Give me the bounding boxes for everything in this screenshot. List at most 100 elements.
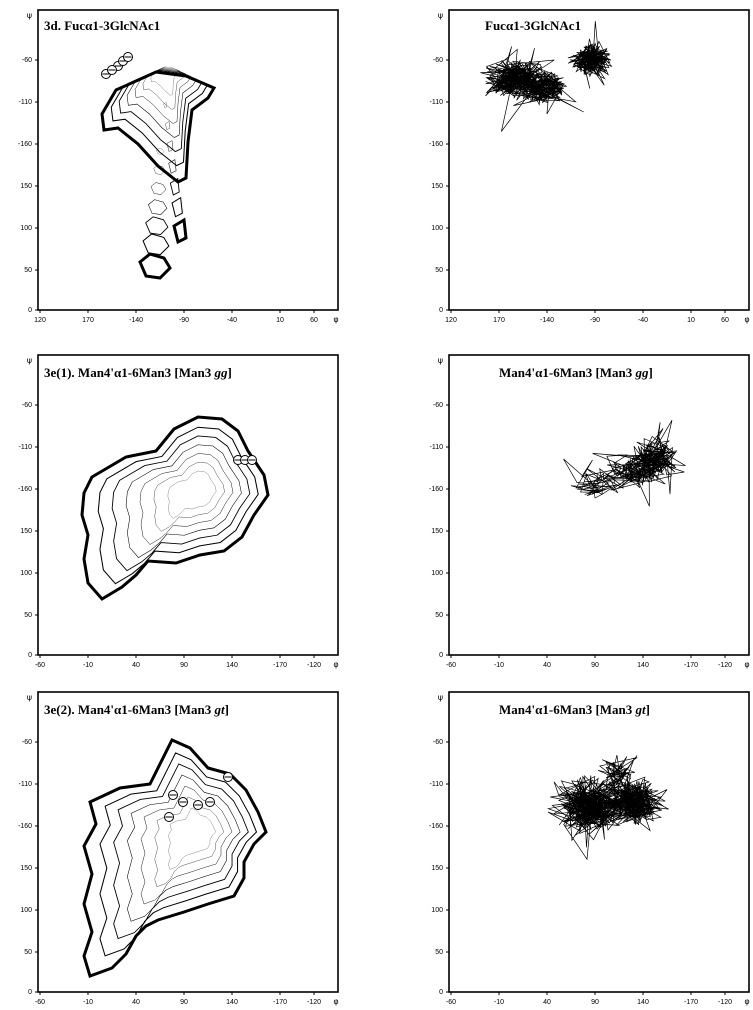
x-tick-label: -140 — [129, 317, 143, 324]
x-tick-label: 40 — [132, 662, 140, 669]
contour-line — [163, 102, 167, 109]
x-tick-label: 10 — [687, 317, 695, 324]
y-tick-label: -110 — [430, 99, 444, 106]
trajectory-cluster — [592, 449, 661, 507]
trajectory-trace — [563, 420, 686, 507]
contour-region — [138, 252, 172, 280]
y-axis-symbol: ψ — [438, 11, 443, 20]
y-tick-label: -60 — [433, 739, 443, 746]
trajectory-cluster — [597, 755, 640, 797]
y-tick-label: 150 — [431, 183, 443, 190]
contour-region — [172, 217, 188, 245]
x-tick-label: -40 — [638, 317, 648, 324]
contour-line — [125, 444, 242, 558]
x-tick-label: -60 — [446, 999, 456, 1006]
x-tick-label: 90 — [180, 999, 188, 1006]
y-tick-label: -60 — [22, 57, 32, 64]
y-tick-label: 0 — [28, 307, 32, 314]
x-tick-label: 140 — [637, 662, 649, 669]
contour-line — [168, 807, 216, 870]
y-tick-label: 50 — [24, 949, 32, 956]
y-tick-label: 150 — [431, 528, 443, 535]
trajectory-cluster — [546, 774, 628, 861]
panel-3e2-contour: 3e(2). Man4'α1-6Man3 [Man3 gt] -60 -110 … — [18, 691, 339, 1006]
contour-line — [140, 785, 233, 905]
contour-line — [139, 453, 234, 545]
x-tick-label: -90 — [590, 317, 600, 324]
tick-marks — [35, 404, 315, 658]
contour-line — [168, 159, 177, 174]
x-tick-label: -60 — [35, 999, 45, 1006]
y-tick-label: 0 — [28, 652, 32, 659]
x-tick-label: -10 — [83, 999, 93, 1006]
x-tick-label: 40 — [132, 999, 140, 1006]
y-axis: -60 -110 -160 150 100 50 0 ψ — [429, 693, 443, 996]
y-tick-label: 50 — [435, 612, 443, 619]
x-tick-label: 90 — [180, 662, 188, 669]
contour-line — [153, 165, 166, 175]
y-tick-label: -60 — [433, 402, 443, 409]
panel-title: Man4'α1-6Man3 [Man3 gg] — [499, 365, 653, 380]
minima-markers — [233, 455, 257, 465]
contour-line — [171, 196, 183, 218]
contour-region — [82, 738, 268, 978]
x-axis: -60 -10 40 90 140 -170 -120 φ — [446, 660, 750, 669]
tick-marks — [35, 59, 315, 313]
trajectory-trace — [546, 755, 669, 861]
y-axis: -60 -110 -160 150 100 50 0 ψ — [429, 11, 443, 314]
contour-line — [142, 233, 170, 256]
x-axis: -60 -10 40 90 140 -170 -120 φ — [35, 660, 339, 669]
x-tick-label: -120 — [307, 662, 321, 669]
x-tick-label: 90 — [591, 999, 599, 1006]
y-tick-label: 50 — [24, 267, 32, 274]
x-tick-label: -170 — [684, 999, 698, 1006]
contour-line — [167, 470, 217, 519]
y-tick-label: -160 — [429, 823, 443, 830]
plot-frame — [37, 354, 339, 656]
contour-line — [118, 69, 203, 153]
panel-3d-trajectory: Fucα1-3GlcNAc1 -60 -110 -160 150 100 50 … — [429, 9, 750, 324]
contour-line — [169, 177, 180, 196]
contour-line — [97, 426, 259, 585]
y-tick-label: -110 — [19, 99, 33, 106]
x-tick-label: 170 — [493, 317, 505, 324]
contour-lines — [100, 66, 217, 280]
y-tick-label: 150 — [20, 528, 32, 535]
x-tick-label: -60 — [35, 662, 45, 669]
contour-line — [153, 462, 225, 532]
contour-line — [145, 216, 169, 236]
y-tick-label: 0 — [28, 989, 32, 996]
contour-line — [166, 140, 174, 152]
x-tick-label: -170 — [273, 662, 287, 669]
tick-marks — [35, 741, 315, 995]
contour-line — [150, 182, 167, 195]
panel-3e2-trajectory: Man4'α1-6Man3 [Man3 gt] -60 -110 -160 15… — [429, 691, 750, 1006]
contour-region — [80, 415, 270, 601]
y-tick-label: -160 — [18, 823, 32, 830]
contour-lines — [82, 738, 268, 978]
y-tick-label: -110 — [430, 444, 444, 451]
y-axis: -60 -110 -160 150 100 50 0 ψ — [18, 356, 32, 659]
y-tick-label: 50 — [24, 612, 32, 619]
y-tick-label: -60 — [22, 739, 32, 746]
x-tick-label: 90 — [591, 662, 599, 669]
y-axis: -60 -110 -160 150 100 50 0 ψ — [18, 11, 32, 314]
x-axis-symbol: φ — [333, 997, 338, 1006]
plot-frame — [37, 691, 339, 993]
contour-lines — [80, 415, 270, 601]
x-tick-label: -10 — [494, 999, 504, 1006]
x-tick-label: 170 — [82, 317, 94, 324]
x-axis-symbol: φ — [744, 997, 749, 1006]
contour-line — [111, 435, 251, 572]
x-tick-label: 60 — [310, 317, 318, 324]
contour-line — [156, 148, 165, 155]
tick-marks — [446, 404, 726, 658]
trajectory-cluster — [513, 48, 584, 115]
x-axis: -60 -10 40 90 140 -170 -120 φ — [446, 997, 750, 1006]
trajectory-cluster — [567, 21, 613, 89]
plot-frame — [448, 354, 750, 656]
y-tick-label: 100 — [20, 907, 32, 914]
x-axis: 120 170 -140 -90 -40 10 60 φ — [34, 315, 338, 324]
x-tick-label: -10 — [83, 662, 93, 669]
plot-frame — [37, 9, 339, 311]
